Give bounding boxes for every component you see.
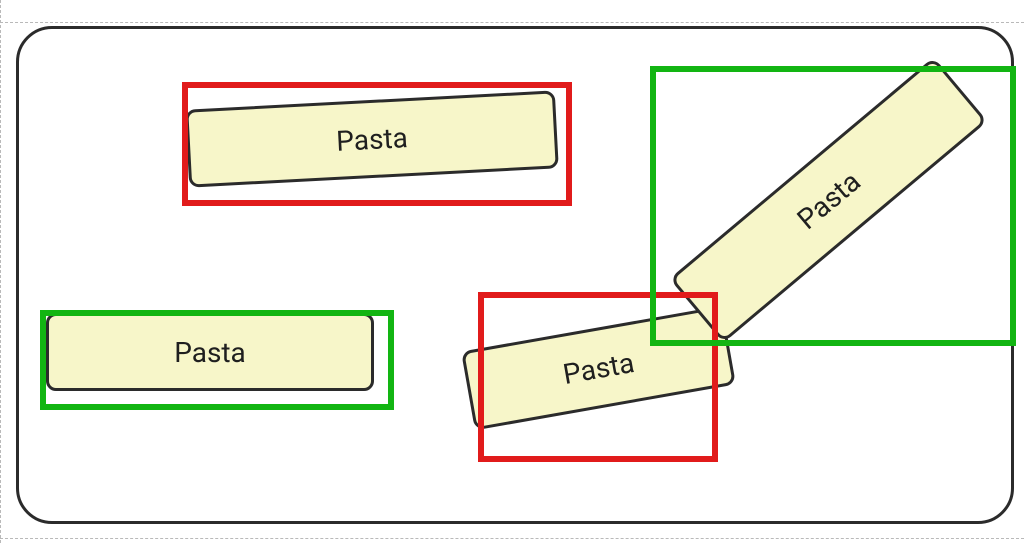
bbox-0	[182, 82, 572, 206]
diagram-stage: Pasta Pasta Pasta Pasta	[0, 0, 1024, 543]
bbox-1	[40, 310, 394, 410]
bbox-3	[650, 66, 1016, 346]
